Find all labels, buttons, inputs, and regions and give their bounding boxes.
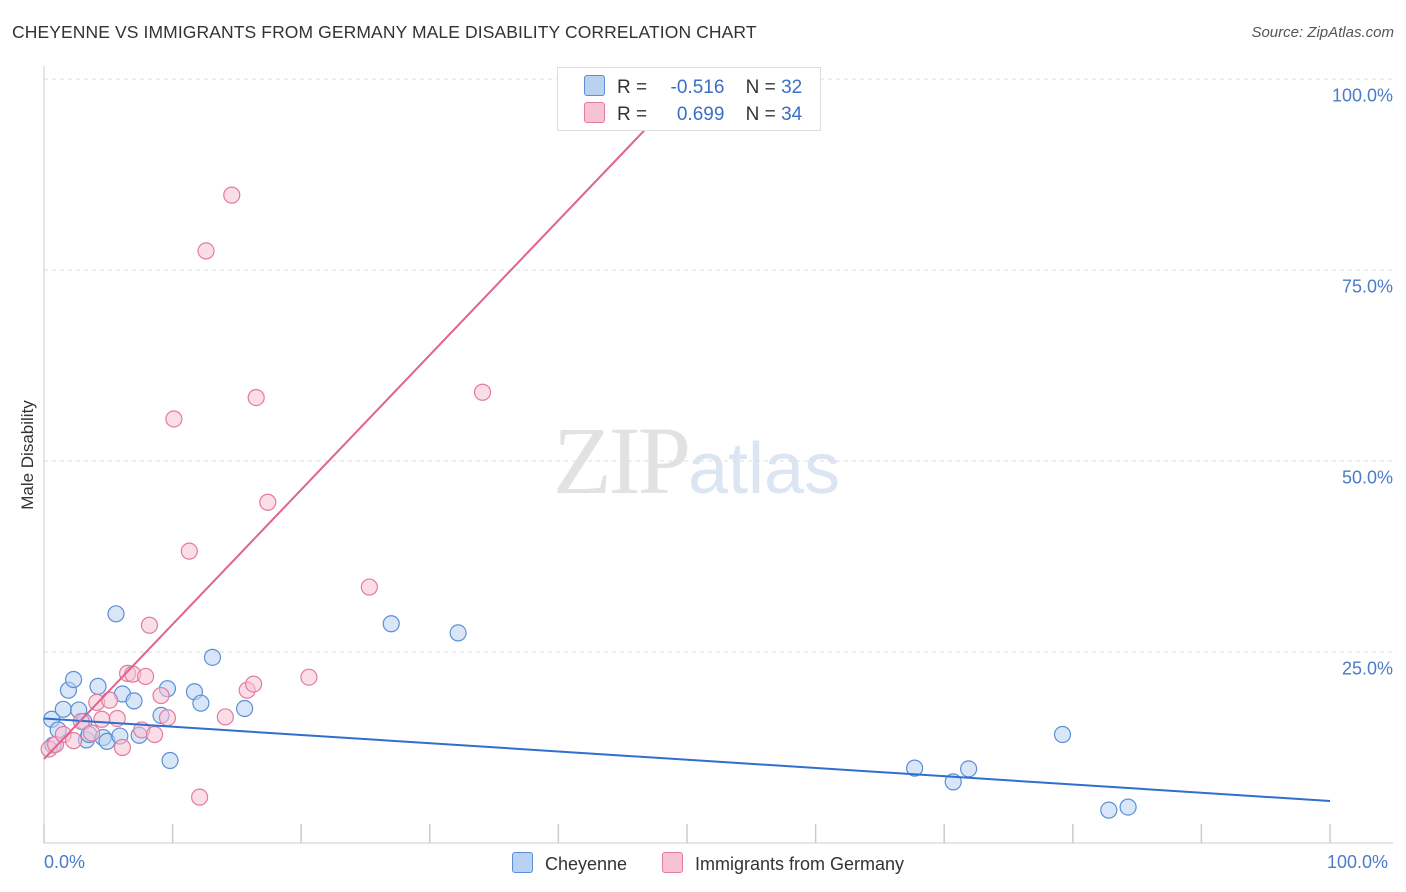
point-cheyenne xyxy=(125,692,143,710)
point-cheyenne xyxy=(54,700,72,718)
y-tick-label-25: 25.0% xyxy=(1341,658,1393,679)
point-germany xyxy=(473,383,492,401)
bottom-legend-swatch-cheyenne xyxy=(512,852,533,873)
point-germany xyxy=(93,710,111,728)
point-germany xyxy=(152,686,170,705)
point-germany xyxy=(216,708,234,726)
point-germany xyxy=(158,709,177,727)
point-cheyenne xyxy=(1100,801,1118,819)
legend-r-label: R = xyxy=(617,77,648,98)
point-germany xyxy=(223,186,241,204)
legend-n-value-cheyenne: 32 xyxy=(781,77,803,98)
point-cheyenne xyxy=(449,624,467,642)
y-tick-label-100: 100.0% xyxy=(1331,85,1393,106)
x-tick-label-min: 0.0% xyxy=(44,852,86,872)
point-germany xyxy=(180,542,198,560)
legend-row-germany: R = 0.699 N = 34 xyxy=(584,102,802,126)
legend-swatch-germany xyxy=(584,102,605,123)
point-cheyenne xyxy=(89,677,107,695)
point-germany xyxy=(145,725,164,744)
legend-n-label: N = xyxy=(745,104,776,125)
bottom-legend-label-germany: Immigrants from Germany xyxy=(695,854,905,874)
watermark-atlas: atlas xyxy=(688,429,841,509)
point-cheyenne xyxy=(107,605,125,623)
legend-swatch-cheyenne xyxy=(584,75,605,96)
point-germany xyxy=(259,493,277,511)
correlation-legend: R = -0.516 N = 32 R = 0.699 N = 34 xyxy=(557,67,821,131)
point-germany xyxy=(165,410,183,428)
legend-r-label: R = xyxy=(617,104,648,125)
trendline-cheyenne xyxy=(43,717,1331,802)
point-cheyenne xyxy=(236,699,254,718)
point-germany xyxy=(197,242,215,260)
bottom-legend-label-cheyenne: Cheyenne xyxy=(545,854,628,874)
point-germany xyxy=(191,788,209,806)
legend-r-value-cheyenne: -0.516 xyxy=(670,77,725,98)
point-cheyenne xyxy=(1053,725,1072,744)
trendline-germany xyxy=(43,78,695,760)
legend-n-label: N = xyxy=(745,77,776,98)
point-cheyenne xyxy=(192,694,210,712)
point-germany xyxy=(300,668,318,686)
y-tick-label-75: 75.0% xyxy=(1341,276,1393,297)
point-cheyenne xyxy=(906,759,924,777)
point-germany xyxy=(245,675,263,693)
bottom-legend-swatch-germany xyxy=(662,852,683,873)
x-tick-label-max: 100.0% xyxy=(1327,852,1389,872)
point-germany xyxy=(360,578,378,596)
chart-title: CHEYENNE VS IMMIGRANTS FROM GERMANY MALE… xyxy=(12,22,757,42)
point-cheyenne xyxy=(203,648,222,666)
point-germany xyxy=(247,388,265,407)
legend-row-cheyenne: R = -0.516 N = 32 xyxy=(584,75,802,99)
point-germany xyxy=(82,724,101,742)
point-germany xyxy=(136,667,155,686)
point-germany xyxy=(100,691,119,709)
point-germany xyxy=(140,616,159,634)
chart-source: Source: ZipAtlas.com xyxy=(1251,24,1394,41)
point-cheyenne xyxy=(960,760,978,778)
legend-n-value-germany: 34 xyxy=(781,104,803,125)
bottom-legend-cheyenne: Cheyenne xyxy=(512,852,627,875)
point-cheyenne xyxy=(161,751,179,770)
point-cheyenne xyxy=(1119,798,1137,816)
point-germany xyxy=(113,738,132,757)
point-germany xyxy=(64,732,83,750)
legend-r-value-germany: 0.699 xyxy=(676,104,725,125)
y-tick-label-50: 50.0% xyxy=(1341,467,1393,488)
point-cheyenne xyxy=(382,615,400,633)
bottom-legend-germany: Immigrants from Germany xyxy=(662,852,904,875)
point-cheyenne xyxy=(64,670,83,689)
